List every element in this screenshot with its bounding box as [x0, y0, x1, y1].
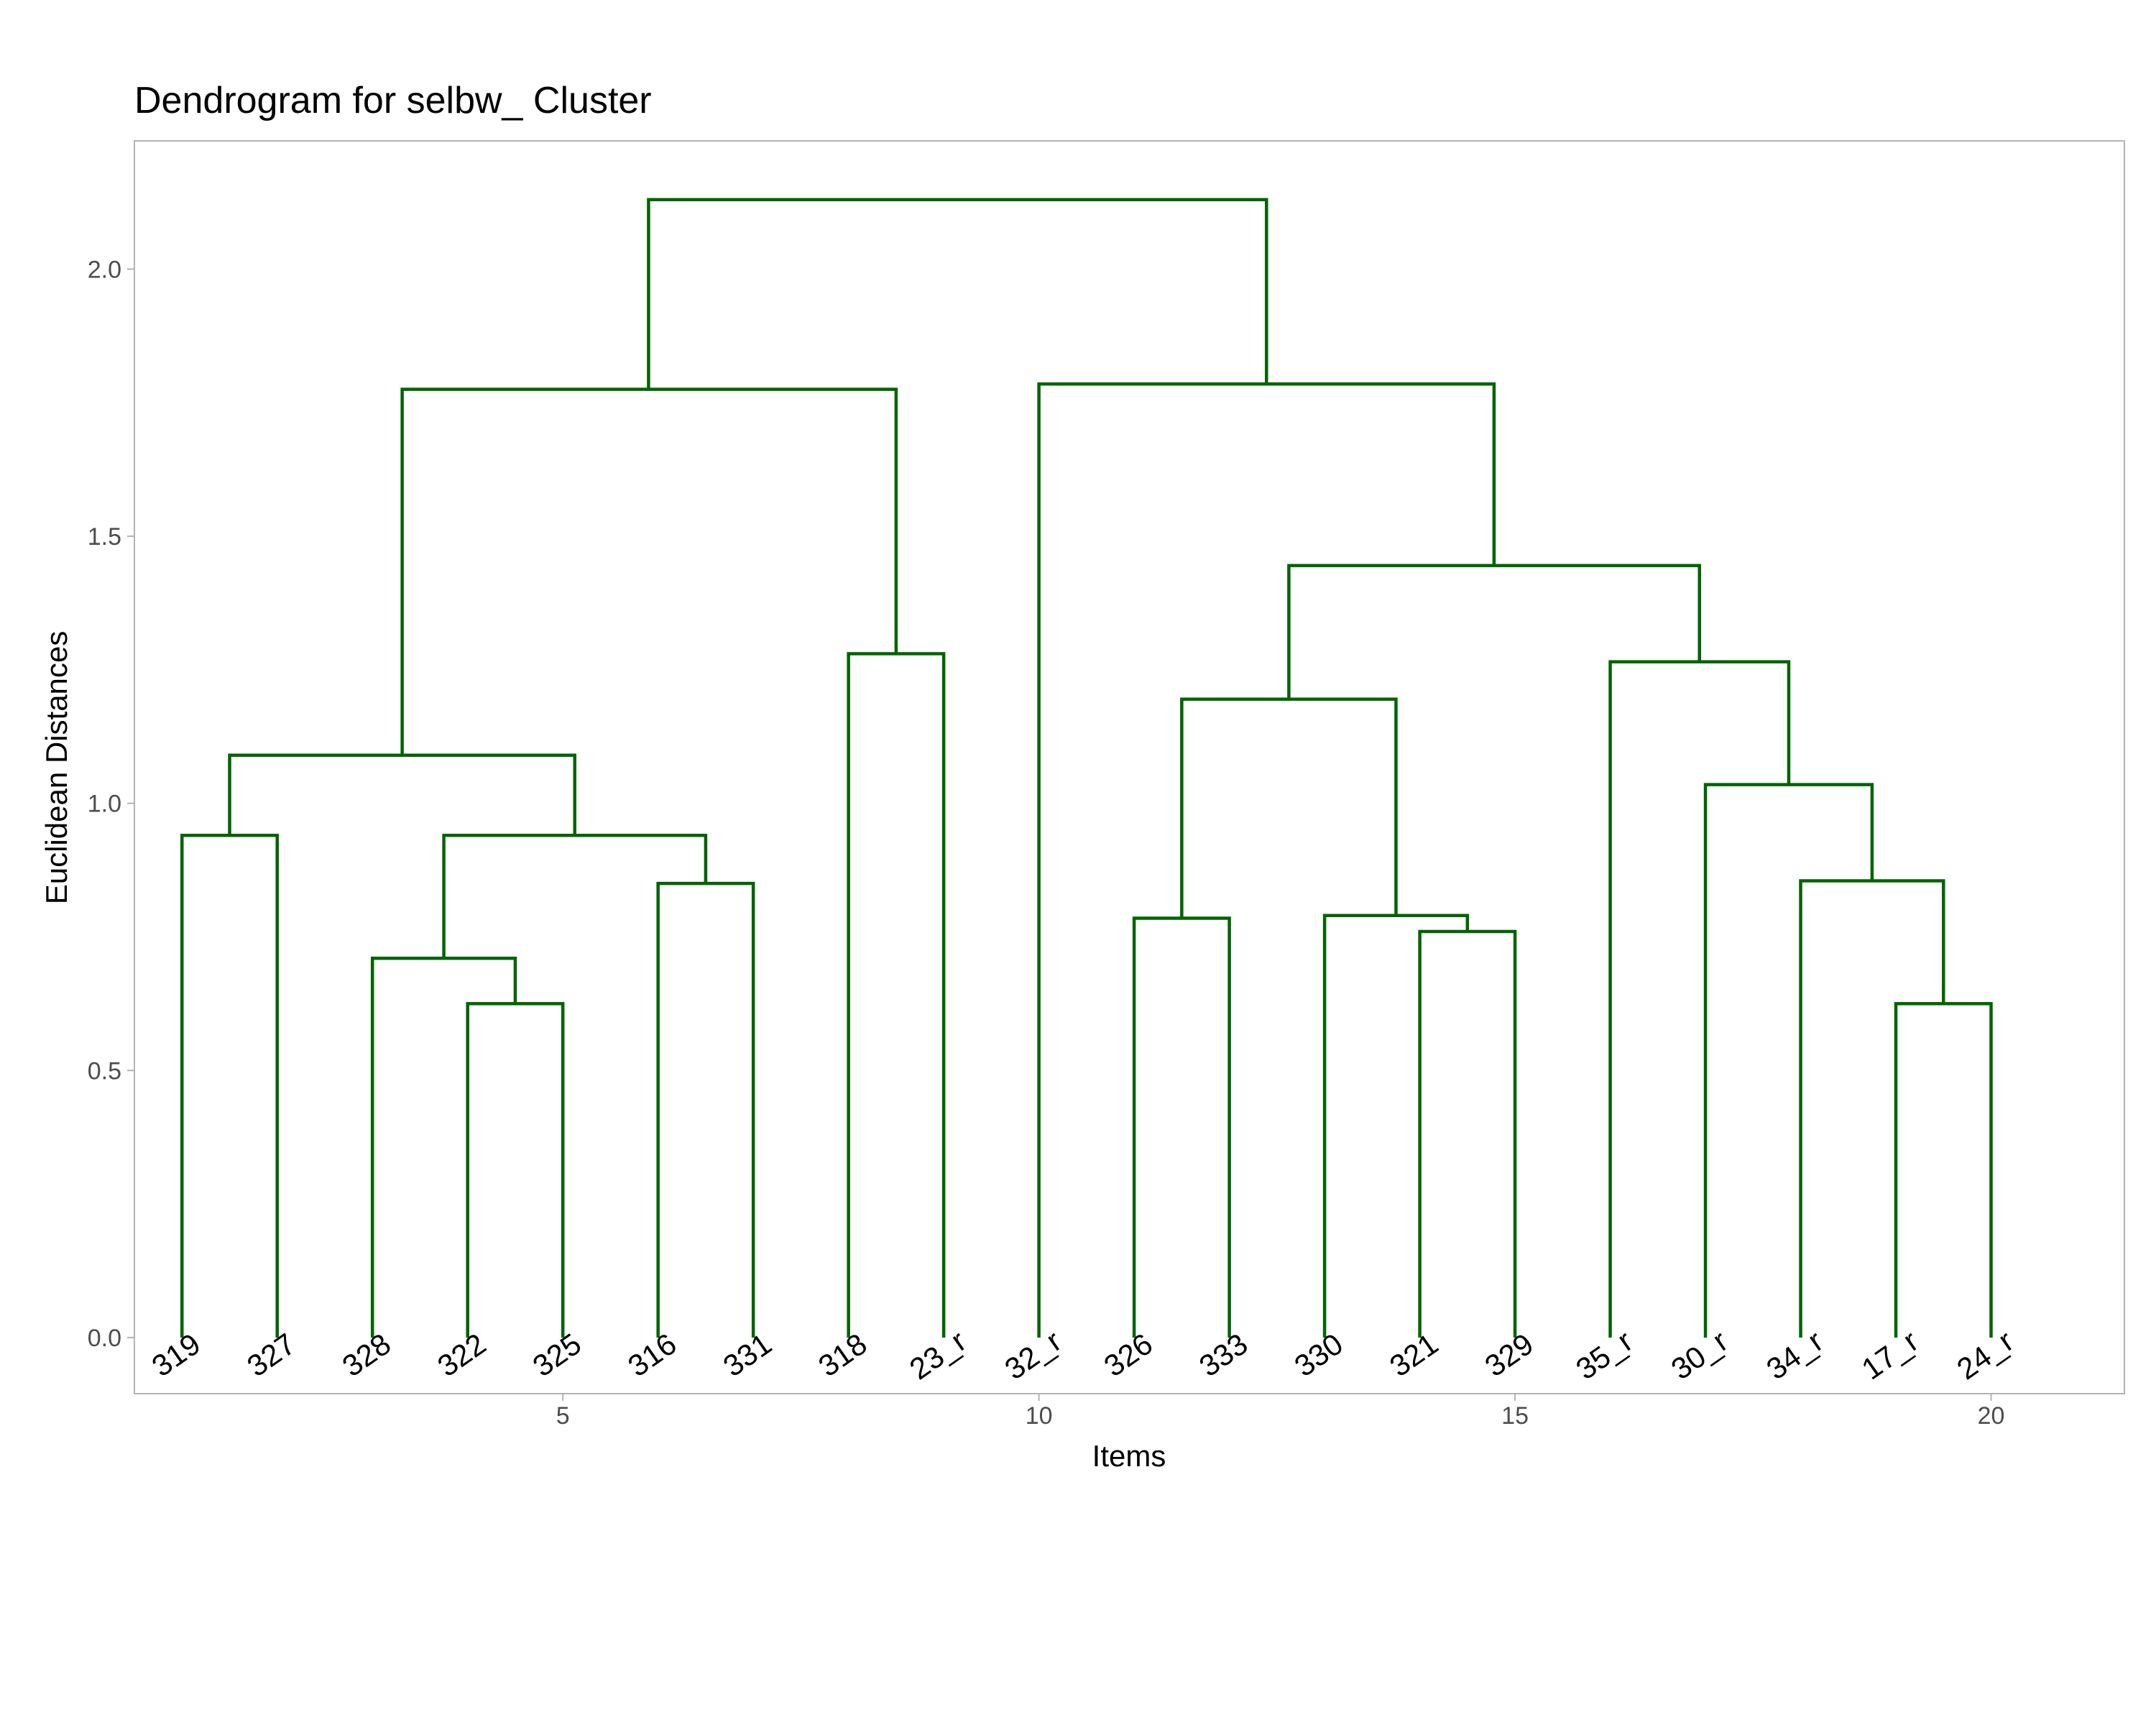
dendrogram-link	[1287, 564, 1702, 699]
leaf-label: 326	[1098, 1327, 1158, 1384]
leaf-labels: 319 327 328 322 325 316 331 318 23_r 32_r 326 333 33…	[146, 1324, 2019, 1386]
dendrogram-link	[656, 881, 755, 1338]
dendrogram-link	[180, 834, 279, 1338]
x-axis: 5 10 15 20	[556, 1394, 2005, 1430]
leaf-label: 325	[527, 1327, 587, 1384]
leaf-label: 322	[431, 1327, 492, 1384]
y-axis-title: Euclidean Distances	[40, 631, 73, 905]
leaf-label: 330	[1289, 1327, 1349, 1384]
plot-panel	[134, 140, 2125, 1394]
x-axis-title: Items	[1092, 1439, 1166, 1473]
y-tick-label: 1.5	[88, 523, 121, 551]
leaf-label: 327	[241, 1327, 301, 1384]
leaf-label: 319	[146, 1327, 206, 1384]
dendrogram-link	[1132, 916, 1231, 1338]
dendrogram-links	[180, 198, 1993, 1338]
dendrogram-link	[1799, 879, 1945, 1338]
dendrogram-link	[1894, 1002, 1993, 1338]
x-tick-label: 20	[1978, 1402, 2005, 1430]
dendrogram-link	[442, 834, 708, 959]
dendrogram-link	[228, 753, 577, 836]
leaf-label: 331	[717, 1327, 778, 1384]
leaf-label: 316	[622, 1327, 682, 1384]
leaf-label: 318	[812, 1327, 872, 1384]
x-tick-label: 5	[556, 1402, 570, 1430]
dendrogram-link	[847, 652, 946, 1338]
leaf-label: 30_r	[1665, 1324, 1734, 1386]
leaf-label: 17_r	[1856, 1324, 1925, 1386]
leaf-label: 32_r	[998, 1324, 1067, 1386]
leaf-label: 35_r	[1570, 1324, 1639, 1386]
dendrogram-link	[1322, 914, 1470, 1338]
x-tick-label: 10	[1026, 1402, 1053, 1430]
leaf-label: 321	[1383, 1327, 1444, 1384]
dendrogram-link	[400, 387, 898, 755]
leaf-label: 34_r	[1760, 1324, 1829, 1386]
leaf-label: 24_r	[1950, 1324, 2019, 1386]
leaf-label: 329	[1479, 1327, 1539, 1384]
leaf-label: 333	[1193, 1327, 1253, 1384]
dendrogram-link	[1418, 929, 1517, 1338]
dendrogram-link	[1703, 783, 1874, 1338]
chart-title: Dendrogram for selbw_ Cluster	[134, 80, 652, 121]
dendrogram-link	[1037, 382, 1496, 1338]
y-tick-label: 2.0	[88, 256, 121, 283]
y-tick-label: 0.0	[88, 1325, 121, 1352]
dendrogram-link	[647, 198, 1268, 390]
dendrogram-link	[1180, 697, 1398, 919]
leaf-label: 23_r	[903, 1324, 972, 1386]
x-tick-label: 15	[1501, 1402, 1529, 1430]
y-tick-label: 1.0	[88, 791, 121, 818]
y-tick-label: 0.5	[88, 1057, 121, 1085]
dendrogram-link	[370, 956, 517, 1338]
dendrogram-link	[466, 1002, 565, 1338]
y-axis: 0.0 0.5 1.0 1.5 2.0	[88, 256, 134, 1352]
dendrogram-link	[1608, 660, 1791, 1338]
leaf-label: 328	[336, 1327, 397, 1384]
